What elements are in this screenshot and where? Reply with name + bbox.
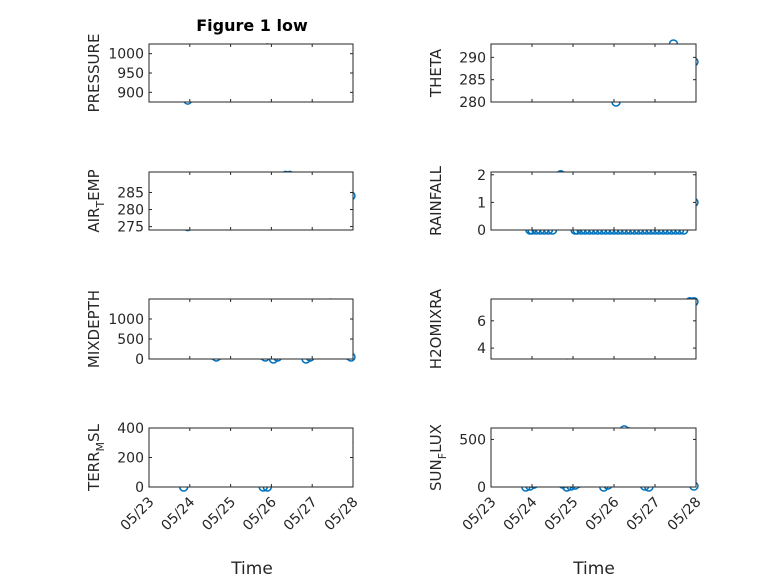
y-tick-label: 900: [117, 85, 144, 101]
y-tick-label: 280: [117, 203, 144, 219]
x-axis-label-right: Time: [572, 559, 615, 579]
y-tick-label: 0: [135, 352, 144, 368]
y-tick-label: 200: [117, 451, 144, 467]
x-tick-label: 05/26: [583, 494, 623, 534]
y-tick-label: 290: [459, 50, 486, 66]
subplot-7: 0 200 400 05/23 05/24 05/25 05/26 05/27 05/28 TER…: [85, 421, 361, 534]
y-tick-label: 1: [477, 195, 486, 211]
subplot-8: 0 500 05/23 05/24 05/25 05/26 05/27 05/28 SUNFLU…: [427, 424, 704, 534]
subplot-1: 900 950 1000 PRESSURE: [85, 34, 354, 113]
y-axis-label: SUNFLUX: [427, 424, 449, 491]
y-tick-label: 400: [117, 421, 144, 437]
axes-frame: [490, 171, 697, 231]
y-axis-label: PRESSURE: [85, 34, 103, 113]
y-tick-label: 500: [117, 332, 144, 348]
subplot-2: 280 285 290 THETA: [427, 39, 699, 111]
y-tick-label: 2: [477, 168, 486, 184]
axes-frame: [490, 427, 697, 488]
axes-frame: [148, 43, 354, 103]
x-tick-label: 05/27: [624, 494, 664, 534]
axes-frame: [490, 43, 697, 103]
subplot-4: 0 1 2 RAINFALL: [427, 165, 699, 239]
y-axis-label: H2OMIXRA: [427, 288, 445, 369]
x-tick-label: 05/28: [665, 494, 705, 534]
x-tick-label: 05/23: [118, 494, 158, 534]
y-tick-label: 500: [459, 432, 486, 448]
y-axis-label: MIXDEPTH: [85, 290, 103, 368]
y-tick-label: 950: [117, 66, 144, 82]
y-tick-label: 285: [117, 185, 144, 201]
y-axis-label: AIRTEMP: [85, 169, 107, 232]
axes-frame: [148, 171, 354, 231]
y-tick-label: 1000: [108, 312, 144, 328]
axes-frame: [148, 427, 354, 488]
x-tick-label: 05/25: [199, 494, 239, 534]
x-tick-label: 05/28: [322, 494, 362, 534]
y-tick-label: 275: [117, 220, 144, 236]
y-tick-label: 285: [459, 73, 486, 89]
axes-frame: [148, 298, 354, 360]
y-axis-label: TERRMSL: [85, 423, 107, 492]
x-tick-label: 05/24: [501, 494, 541, 534]
y-tick-label: 280: [459, 95, 486, 111]
x-tick-label: 05/26: [240, 494, 280, 534]
x-axis-label-left: Time: [230, 559, 273, 579]
y-tick-label: 1000: [108, 47, 144, 63]
x-tick-label: 05/24: [158, 494, 198, 534]
x-tick-label: 05/23: [460, 494, 500, 534]
y-tick-label: 0: [477, 223, 486, 239]
y-tick-label: 6: [477, 314, 486, 330]
subplot-5: 0 500 1000 MIXDEPTH: [85, 290, 356, 368]
x-tick-label: 05/25: [542, 494, 582, 534]
figure-title: Figure 1 low: [196, 16, 308, 35]
subplot-6: 4 6 H2OMIXRA: [427, 288, 699, 369]
y-tick-label: 4: [477, 341, 486, 357]
y-axis-label: THETA: [427, 48, 445, 98]
y-tick-label: 0: [477, 480, 486, 496]
y-tick-label: 0: [135, 480, 144, 496]
x-tick-label: 05/27: [281, 494, 321, 534]
y-axis-label: RAINFALL: [427, 165, 445, 236]
axes-frame: [490, 298, 697, 360]
